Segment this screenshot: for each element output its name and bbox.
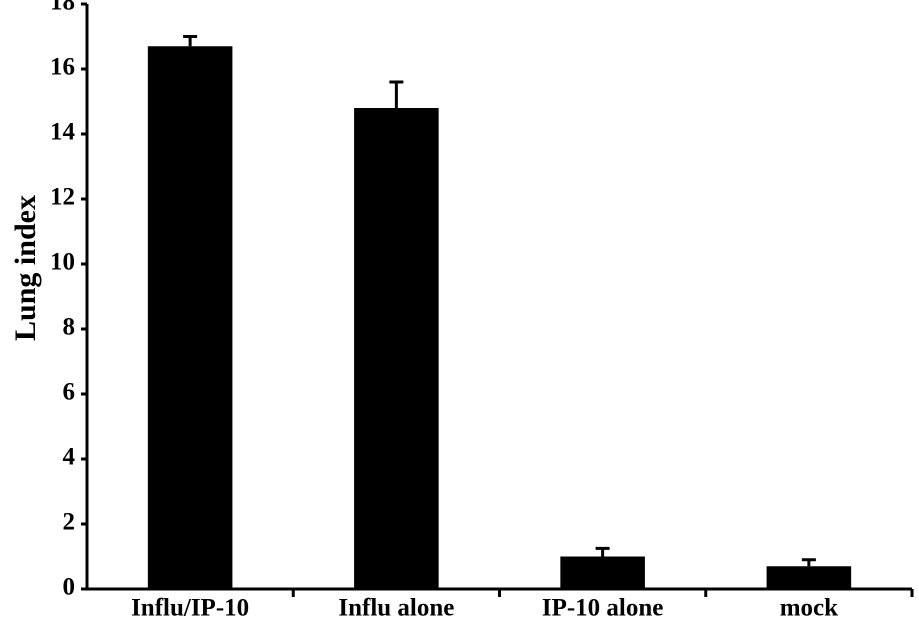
x-tick-label: IP-10 alone [542, 595, 664, 619]
y-tick-label: 8 [63, 314, 76, 341]
bar [354, 108, 439, 589]
bar [766, 566, 852, 589]
y-tick-label: 14 [50, 119, 76, 146]
y-tick-label: 4 [63, 444, 76, 471]
y-tick-label: 18 [50, 0, 75, 16]
x-tick-label: Influ alone [338, 595, 454, 619]
x-tick-label: mock [780, 595, 838, 619]
y-tick-label: 16 [50, 54, 75, 81]
bar [147, 46, 233, 589]
bar [560, 556, 645, 589]
y-tick-label: 6 [63, 379, 76, 406]
y-tick-label: 12 [50, 184, 75, 211]
y-axis-label: Lung index [9, 195, 42, 341]
y-tick-label: 10 [50, 249, 75, 276]
x-tick-label: Influ/IP-10 [131, 595, 249, 619]
y-tick-label: 0 [63, 574, 76, 601]
y-tick-label: 2 [63, 509, 76, 536]
